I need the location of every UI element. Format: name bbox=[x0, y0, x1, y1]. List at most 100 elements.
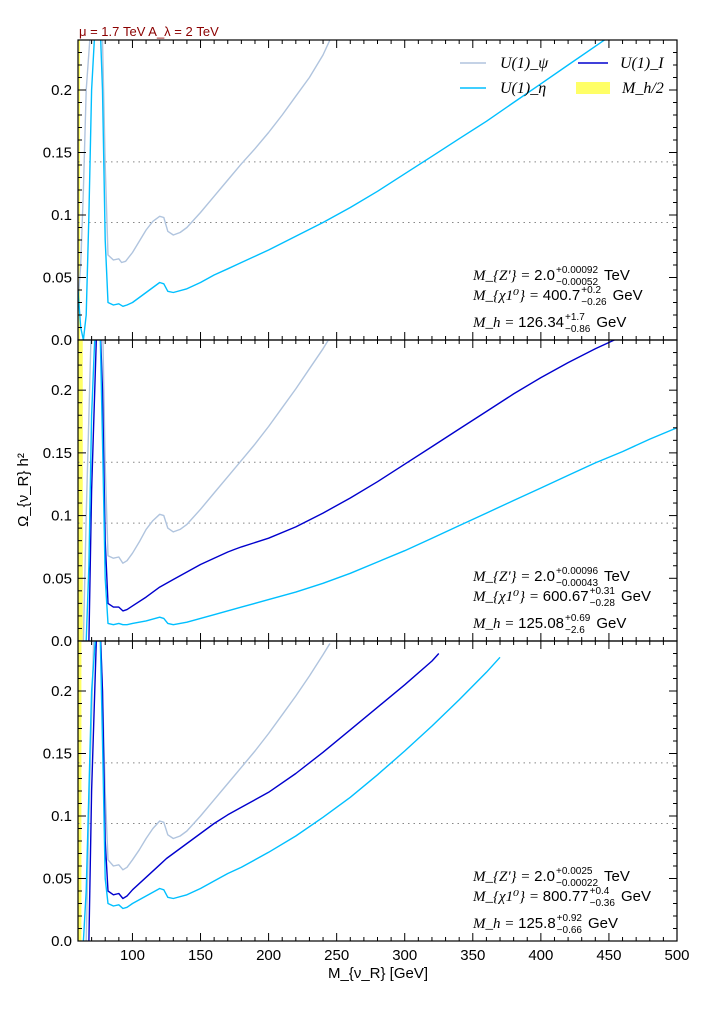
annotation-sup: +0.4 bbox=[590, 886, 610, 897]
annotation-symbol: M_{χ1⁰} = bbox=[472, 589, 543, 605]
legend-swatch-mh2 bbox=[576, 82, 610, 94]
annotation-2: M_h = 125.08 bbox=[472, 615, 564, 632]
x-axis-label: M_{ν_R} [GeV] bbox=[328, 965, 428, 982]
y-tick-label: 0.05 bbox=[43, 570, 72, 587]
annotation-unit: GeV bbox=[588, 915, 618, 932]
annotation-sub: −0.36 bbox=[590, 898, 616, 909]
y-tick-label: 0.1 bbox=[51, 808, 72, 825]
y-tick-label: 0.2 bbox=[51, 82, 72, 99]
y-tick-label: 0.0 bbox=[51, 633, 72, 650]
annotation-unit: TeV bbox=[604, 868, 630, 885]
y-tick-label: 0.0 bbox=[51, 933, 72, 950]
x-tick-label: 200 bbox=[256, 947, 281, 964]
annotation-value: 600.67 bbox=[543, 588, 589, 605]
annotation-unit: GeV bbox=[621, 588, 651, 605]
y-axis-label: Ω_{ν_R} h² bbox=[15, 453, 32, 527]
annotation-sup: +0.92 bbox=[557, 913, 583, 924]
annotation-value: 125.8 bbox=[518, 915, 556, 932]
legend-label-eta: U(1)_η bbox=[500, 80, 546, 97]
legend-label-psi: U(1)_ψ bbox=[500, 55, 549, 72]
panel-bottom: 0.0 0.05 0.1 0.15 0.2 100 150 200 250 300 350 400 45… bbox=[43, 640, 690, 964]
annotation-unit: TeV bbox=[604, 267, 630, 284]
annotation-symbol: M_h = bbox=[472, 315, 518, 331]
annotation-unit: GeV bbox=[596, 314, 626, 331]
x-tick-label: 500 bbox=[664, 947, 689, 964]
x-tick-label: 150 bbox=[188, 947, 213, 964]
x-tick-label: 400 bbox=[528, 947, 553, 964]
series-line-u bbox=[82, 641, 501, 941]
annotation-sub: −0.66 bbox=[557, 925, 583, 936]
y-tick-label: 0.05 bbox=[43, 270, 72, 287]
panel-top: 0.00.050.10.150.2M_{Z'} = 2.0 +0.00092−0.… bbox=[43, 39, 678, 349]
annotation-value: 2.0 bbox=[534, 868, 555, 885]
annotation-sup: +0.00096 bbox=[556, 566, 598, 577]
x-tick-label: 300 bbox=[392, 947, 417, 964]
annotation-sub: −0.26 bbox=[581, 297, 607, 308]
annotation-1: M_{χ1⁰} = 800.77 bbox=[472, 888, 589, 905]
series-line-u bbox=[82, 340, 330, 641]
legend-label-I: U(1)_I bbox=[620, 55, 664, 72]
y-tick-label: 0.0 bbox=[51, 332, 72, 349]
y-tick-label: 0.15 bbox=[43, 145, 72, 162]
y-tick-label: 0.1 bbox=[51, 508, 72, 525]
series-line-ui bbox=[88, 641, 440, 941]
annotation-unit: TeV bbox=[604, 568, 630, 585]
annotation-sup: +0.69 bbox=[565, 613, 591, 624]
series-line-u bbox=[78, 40, 331, 303]
annotation-sub: −0.00022 bbox=[556, 878, 598, 889]
annotation-value: 2.0 bbox=[534, 568, 555, 585]
y-tick-label: 0.15 bbox=[43, 746, 72, 763]
annotation-unit: GeV bbox=[621, 888, 651, 905]
panels: 0.00.050.10.150.2M_{Z'} = 2.0 +0.00092−0.… bbox=[43, 39, 690, 964]
y-tick-label: 0.05 bbox=[43, 871, 72, 888]
legend: U(1)_ψ U(1)_I U(1)_η M_h/2 bbox=[460, 55, 664, 97]
x-tick-label: 350 bbox=[460, 947, 485, 964]
series-line-u bbox=[78, 40, 606, 340]
annotation-sub: −0.00052 bbox=[556, 277, 598, 288]
annotation-sup: +0.00092 bbox=[556, 265, 598, 276]
annotation-symbol: M_{χ1⁰} = bbox=[472, 288, 543, 304]
legend-label-mh2: M_h/2 bbox=[621, 80, 664, 97]
annotation-unit: GeV bbox=[613, 287, 643, 304]
annotation-value: 800.77 bbox=[543, 888, 589, 905]
annotation-sup: +0.0025 bbox=[556, 866, 593, 877]
y-tick-label: 0.15 bbox=[43, 445, 72, 462]
annotation-value: 126.34 bbox=[518, 314, 564, 331]
annotation-0: M_{Z'} = 2.0 bbox=[472, 568, 555, 585]
annotation-2: M_h = 125.8 bbox=[472, 915, 556, 932]
series-line-u bbox=[85, 641, 331, 941]
annotation-symbol: M_h = bbox=[472, 916, 518, 932]
annotation-0: M_{Z'} = 2.0 bbox=[472, 868, 555, 885]
annotation-sup: +1.7 bbox=[565, 312, 585, 323]
annotation-value: 2.0 bbox=[534, 267, 555, 284]
annotation-sup: +0.2 bbox=[581, 285, 601, 296]
annotation-symbol: M_{Z'} = bbox=[472, 869, 534, 885]
annotation-sub: −0.00043 bbox=[556, 578, 598, 589]
figure-top-title: μ = 1.7 TeV A_λ = 2 TeV bbox=[79, 24, 219, 39]
annotation-symbol: M_{χ1⁰} = bbox=[472, 889, 543, 905]
series-line-ui bbox=[88, 340, 616, 641]
annotation-sup: +0.31 bbox=[590, 586, 616, 597]
annotation-symbol: M_{Z'} = bbox=[472, 569, 534, 585]
annotation-value: 400.7 bbox=[543, 287, 581, 304]
annotation-value: 125.08 bbox=[518, 615, 564, 632]
annotation-unit: GeV bbox=[596, 615, 626, 632]
annotation-1: M_{χ1⁰} = 400.7 bbox=[472, 287, 580, 304]
y-tick-label: 0.2 bbox=[51, 683, 72, 700]
y-tick-label: 0.2 bbox=[51, 382, 72, 399]
annotation-2: M_h = 126.34 bbox=[472, 314, 564, 331]
annotation-symbol: M_h = bbox=[472, 616, 518, 632]
y-tick-label: 0.1 bbox=[51, 207, 72, 224]
x-tick-label: 450 bbox=[596, 947, 621, 964]
annotation-0: M_{Z'} = 2.0 bbox=[472, 267, 555, 284]
panel-middle: 0.00.050.10.150.2M_{Z'} = 2.0 +0.00096−0.… bbox=[43, 339, 678, 650]
x-tick-label: 100 bbox=[120, 947, 145, 964]
annotation-symbol: M_{Z'} = bbox=[472, 268, 534, 284]
annotation-sub: −2.6 bbox=[565, 625, 585, 636]
series-line-u bbox=[85, 340, 677, 641]
annotation-1: M_{χ1⁰} = 600.67 bbox=[472, 588, 589, 605]
annotation-sub: −0.86 bbox=[565, 324, 591, 335]
annotation-sub: −0.28 bbox=[590, 598, 616, 609]
